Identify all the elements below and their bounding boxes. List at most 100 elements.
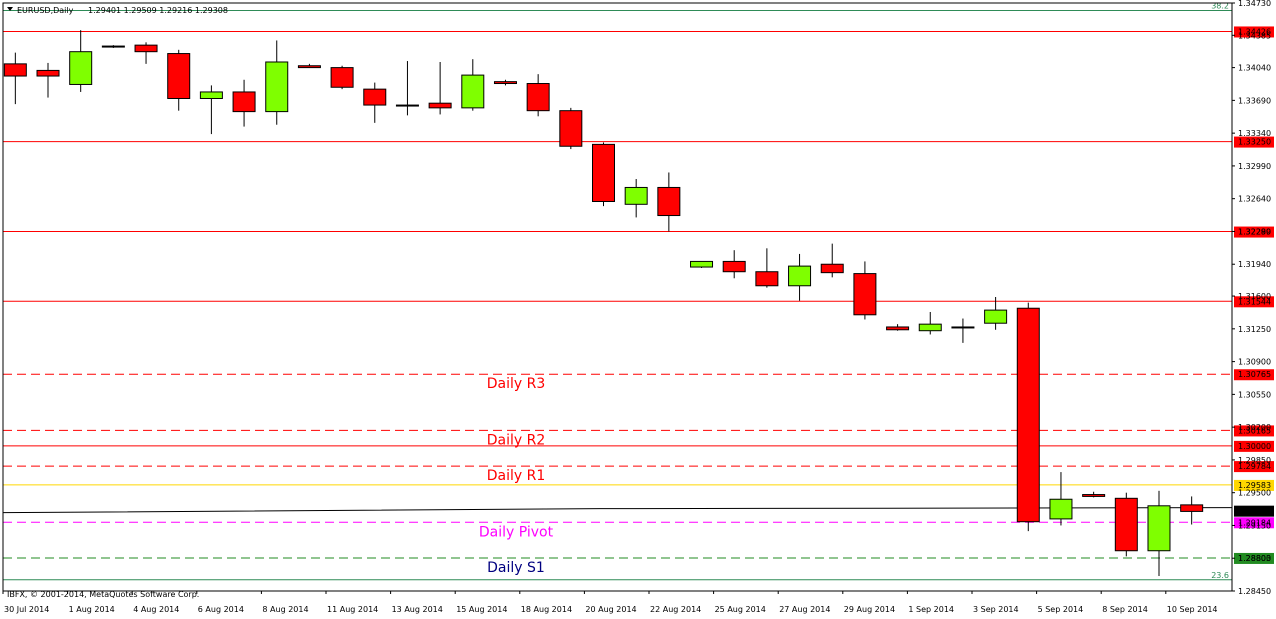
x-tick-label-8: 18 Aug 2014 bbox=[521, 605, 572, 614]
candle-body-11[interactable] bbox=[363, 88, 387, 106]
candle-body-9[interactable] bbox=[297, 65, 321, 69]
fib-label-top: 38.2 bbox=[1211, 1, 1229, 10]
candle-body-14[interactable] bbox=[461, 74, 485, 109]
candle-body-29[interactable] bbox=[951, 326, 975, 329]
x-tick-label-17: 8 Sep 2014 bbox=[1102, 605, 1148, 614]
candle-body-16[interactable] bbox=[526, 83, 550, 112]
candle-body-10[interactable] bbox=[330, 67, 354, 88]
candle-body-7[interactable] bbox=[232, 91, 256, 113]
x-tick-label-13: 29 Aug 2014 bbox=[844, 605, 895, 614]
candle-body-25[interactable] bbox=[820, 263, 844, 274]
candle-body-30[interactable] bbox=[984, 309, 1008, 324]
y-tick-label-0: 1.34730 bbox=[1238, 0, 1271, 8]
candle-body-32[interactable] bbox=[1049, 498, 1073, 520]
y-tick-label-14: 1.29850 bbox=[1238, 456, 1271, 465]
candle-body-21[interactable] bbox=[690, 260, 714, 268]
x-tick-label-5: 11 Aug 2014 bbox=[327, 605, 378, 614]
x-tick-label-0: 30 Jul 2014 bbox=[4, 605, 49, 614]
x-tick-label-6: 13 Aug 2014 bbox=[392, 605, 443, 614]
y-tick-label-16: 1.29150 bbox=[1238, 521, 1271, 530]
candle-body-15[interactable] bbox=[493, 81, 517, 85]
candle-body-27[interactable] bbox=[886, 326, 910, 331]
x-tick-label-7: 15 Aug 2014 bbox=[456, 605, 507, 614]
candle-body-5[interactable] bbox=[167, 53, 191, 100]
price-tag-text-1.32289: 1.32289 bbox=[1238, 228, 1271, 237]
price-tag-text-1.30165: 1.30165 bbox=[1238, 426, 1271, 435]
x-tick-label-18: 10 Sep 2014 bbox=[1167, 605, 1218, 614]
y-tick-label-4: 1.33340 bbox=[1238, 129, 1271, 138]
price-tag-1.32289 bbox=[1234, 226, 1274, 238]
candle-body-1[interactable] bbox=[36, 69, 60, 77]
y-tick-label-8: 1.31940 bbox=[1238, 260, 1271, 269]
price-tag-1.33250 bbox=[1234, 136, 1274, 148]
candle-body-0[interactable] bbox=[3, 63, 27, 77]
symbol-label: EURUSD,Daily bbox=[17, 6, 74, 15]
candle-body-20[interactable] bbox=[657, 186, 681, 217]
x-tick-label-10: 22 Aug 2014 bbox=[650, 605, 701, 614]
candle-body-33[interactable] bbox=[1082, 494, 1106, 497]
y-tick-label-11: 1.30900 bbox=[1238, 358, 1271, 367]
y-tick-label-9: 1.31600 bbox=[1238, 292, 1271, 301]
y-tick-label-2: 1.34040 bbox=[1238, 64, 1271, 73]
price-tag-1.29184 bbox=[1234, 517, 1274, 529]
level-name-9: Daily Pivot bbox=[479, 524, 554, 540]
price-tag-text-1.30000: 1.30000 bbox=[1238, 442, 1271, 451]
price-tag-1.34426 bbox=[1234, 26, 1274, 38]
y-tick-label-17: 1.28800 bbox=[1238, 554, 1271, 563]
current-price-text: 1.29308 bbox=[1238, 507, 1271, 516]
plot-frame bbox=[2, 2, 1233, 592]
candle-body-2[interactable] bbox=[69, 51, 93, 85]
y-tick-label-12: 1.30550 bbox=[1238, 390, 1271, 399]
price-axis: 1.34426 1.33250 1.32289 1.31544 1.30765 1.301… bbox=[1232, 0, 1274, 596]
x-tick-label-2: 4 Aug 2014 bbox=[133, 605, 179, 614]
price-tag-text-1.29583: 1.29583 bbox=[1238, 481, 1271, 490]
candle-body-12[interactable] bbox=[395, 104, 419, 107]
candle-body-4[interactable] bbox=[134, 44, 158, 53]
x-tick-label-9: 20 Aug 2014 bbox=[585, 605, 636, 614]
x-tick-label-15: 3 Sep 2014 bbox=[973, 605, 1019, 614]
y-tick-label-3: 1.33690 bbox=[1238, 96, 1271, 105]
y-tick-label-1: 1.34385 bbox=[1238, 31, 1271, 40]
level-name-4: Daily R3 bbox=[487, 376, 546, 392]
price-tag-text-1.28803: 1.28803 bbox=[1238, 554, 1271, 563]
copyright-text: IBFX, © 2001-2014, MetaQuotes Software C… bbox=[7, 590, 199, 599]
x-tick-label-16: 5 Sep 2014 bbox=[1038, 605, 1084, 614]
candle-body-13[interactable] bbox=[428, 102, 452, 109]
price-tag-text-1.33250: 1.33250 bbox=[1238, 138, 1271, 147]
y-tick-label-15: 1.29500 bbox=[1238, 489, 1271, 498]
price-tag-1.30165 bbox=[1234, 425, 1274, 437]
y-tick-label-18: 1.28450 bbox=[1238, 587, 1271, 596]
candle-body-22[interactable] bbox=[722, 260, 746, 273]
candle-body-31[interactable] bbox=[1016, 307, 1040, 523]
candle-body-24[interactable] bbox=[788, 265, 812, 287]
y-tick-label-10: 1.31250 bbox=[1238, 325, 1271, 334]
x-tick-label-14: 1 Sep 2014 bbox=[908, 605, 954, 614]
candle-body-26[interactable] bbox=[853, 273, 877, 316]
price-tag-text-1.29784: 1.29784 bbox=[1238, 462, 1271, 471]
x-tick-label-1: 1 Aug 2014 bbox=[69, 605, 115, 614]
candle-body-6[interactable] bbox=[199, 91, 223, 100]
x-tick-label-3: 6 Aug 2014 bbox=[198, 605, 244, 614]
candle-body-18[interactable] bbox=[592, 143, 615, 202]
x-tick-label-4: 8 Aug 2014 bbox=[262, 605, 308, 614]
dropdown-arrow-icon[interactable] bbox=[7, 7, 13, 11]
candle-body-17[interactable] bbox=[559, 110, 583, 147]
candle-body-35[interactable] bbox=[1147, 505, 1171, 552]
candle-body-34[interactable] bbox=[1114, 497, 1138, 552]
price-tag-text-1.30765: 1.30765 bbox=[1238, 370, 1271, 379]
price-tag-1.28803 bbox=[1234, 552, 1274, 564]
candle-body-3[interactable] bbox=[101, 45, 125, 48]
current-price-tag bbox=[1234, 505, 1274, 517]
candle-body-23[interactable] bbox=[755, 271, 779, 287]
ohlc-readout: 1.29401 1.29509 1.29216 1.29308 bbox=[88, 6, 228, 15]
price-tag-1.30000 bbox=[1234, 440, 1274, 452]
price-tag-text-1.31544: 1.31544 bbox=[1238, 297, 1271, 306]
candle-body-8[interactable] bbox=[265, 61, 289, 113]
candle-body-36[interactable] bbox=[1180, 504, 1204, 512]
chart-header: EURUSD,Daily 1.29401 1.29509 1.29216 1.2… bbox=[7, 6, 228, 15]
y-tick-label-13: 1.30200 bbox=[1238, 423, 1271, 432]
candle-body-19[interactable] bbox=[624, 186, 648, 205]
candle-body-28[interactable] bbox=[918, 323, 942, 332]
